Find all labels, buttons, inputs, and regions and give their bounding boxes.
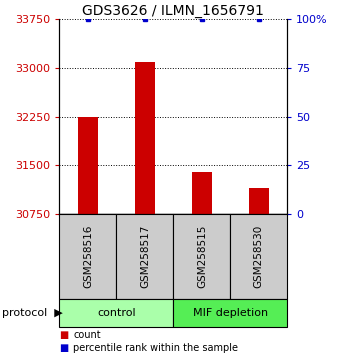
Text: percentile rank within the sample: percentile rank within the sample bbox=[73, 343, 238, 353]
Bar bbox=[249, 188, 269, 214]
Text: ■: ■ bbox=[59, 330, 69, 339]
Bar bbox=[78, 117, 98, 214]
Text: GSM258517: GSM258517 bbox=[140, 225, 150, 289]
Text: control: control bbox=[97, 308, 136, 318]
Text: MIF depletion: MIF depletion bbox=[193, 308, 268, 318]
Title: GDS3626 / ILMN_1656791: GDS3626 / ILMN_1656791 bbox=[83, 5, 264, 18]
Text: ■: ■ bbox=[59, 343, 69, 353]
Text: GSM258530: GSM258530 bbox=[254, 225, 264, 288]
Text: GSM258516: GSM258516 bbox=[83, 225, 93, 289]
Bar bbox=[135, 62, 155, 214]
Bar bbox=[192, 172, 212, 214]
Text: GSM258515: GSM258515 bbox=[197, 225, 207, 289]
Text: count: count bbox=[73, 330, 101, 339]
Text: protocol  ▶: protocol ▶ bbox=[2, 308, 63, 318]
